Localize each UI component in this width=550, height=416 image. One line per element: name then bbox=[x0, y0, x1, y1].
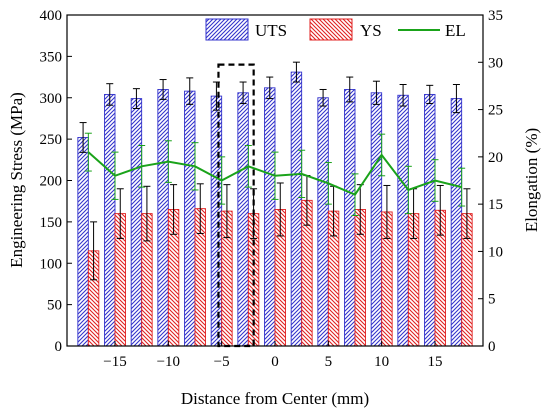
uts-bar bbox=[130, 98, 143, 347]
y2-tick-label: 10 bbox=[488, 244, 503, 260]
x-tick-label: −10 bbox=[157, 354, 180, 370]
y2-tick-label: 25 bbox=[488, 103, 503, 119]
uts-bar bbox=[397, 94, 409, 347]
x-tick-label: −15 bbox=[103, 354, 126, 370]
x-axis-title: Distance from Center (mm) bbox=[181, 389, 369, 408]
y2-tick-label: 0 bbox=[488, 339, 496, 355]
y-tick-label: 50 bbox=[47, 298, 62, 314]
bars-layer bbox=[77, 61, 473, 347]
x-tick-label: 0 bbox=[271, 354, 279, 370]
elongation-layer bbox=[84, 132, 466, 216]
legend-ys-swatch bbox=[309, 18, 353, 41]
y2-axis-title: Elongation (%) bbox=[522, 128, 541, 232]
y-tick-label: 0 bbox=[55, 339, 63, 355]
uts-bar bbox=[450, 98, 463, 347]
uts-bar bbox=[370, 92, 383, 347]
uts-bar bbox=[237, 92, 249, 347]
legend: UTS YS EL bbox=[205, 18, 466, 41]
y-tick-label: 150 bbox=[40, 215, 63, 231]
x-tick-label: 10 bbox=[374, 354, 389, 370]
y2-tick-label: 35 bbox=[488, 8, 503, 24]
x-tick-label: 5 bbox=[325, 354, 333, 370]
uts-bar bbox=[264, 87, 276, 347]
uts-bar bbox=[184, 90, 196, 347]
ticks-layer: 05010015020025030035040005101520253035−1… bbox=[40, 8, 504, 370]
y2-tick-label: 30 bbox=[488, 55, 503, 71]
y2-tick-label: 5 bbox=[488, 292, 496, 308]
y-tick-label: 100 bbox=[40, 256, 63, 272]
y-tick-label: 200 bbox=[40, 174, 63, 190]
uts-bar bbox=[210, 95, 223, 347]
y2-tick-label: 20 bbox=[488, 150, 503, 166]
y-tick-label: 250 bbox=[40, 132, 63, 148]
uts-bar bbox=[344, 89, 356, 347]
uts-bar bbox=[157, 89, 169, 347]
uts-bar bbox=[104, 93, 116, 347]
legend-ys-label: YS bbox=[360, 21, 382, 40]
y-tick-label: 350 bbox=[40, 49, 63, 65]
x-tick-label: 15 bbox=[428, 354, 443, 370]
legend-uts-swatch bbox=[205, 18, 249, 41]
y-axis-title: Engineering Stress (MPa) bbox=[7, 92, 26, 268]
uts-bar bbox=[77, 137, 89, 347]
x-tick-label: −5 bbox=[214, 354, 230, 370]
uts-bar bbox=[317, 97, 329, 347]
y2-tick-label: 15 bbox=[488, 197, 503, 213]
uts-bar bbox=[424, 93, 436, 347]
legend-el-label: EL bbox=[445, 21, 466, 40]
legend-uts-label: UTS bbox=[255, 21, 287, 40]
highlight-box bbox=[217, 63, 255, 348]
y-tick-label: 400 bbox=[40, 8, 63, 24]
uts-bar bbox=[290, 71, 303, 347]
y-tick-label: 300 bbox=[40, 91, 63, 107]
